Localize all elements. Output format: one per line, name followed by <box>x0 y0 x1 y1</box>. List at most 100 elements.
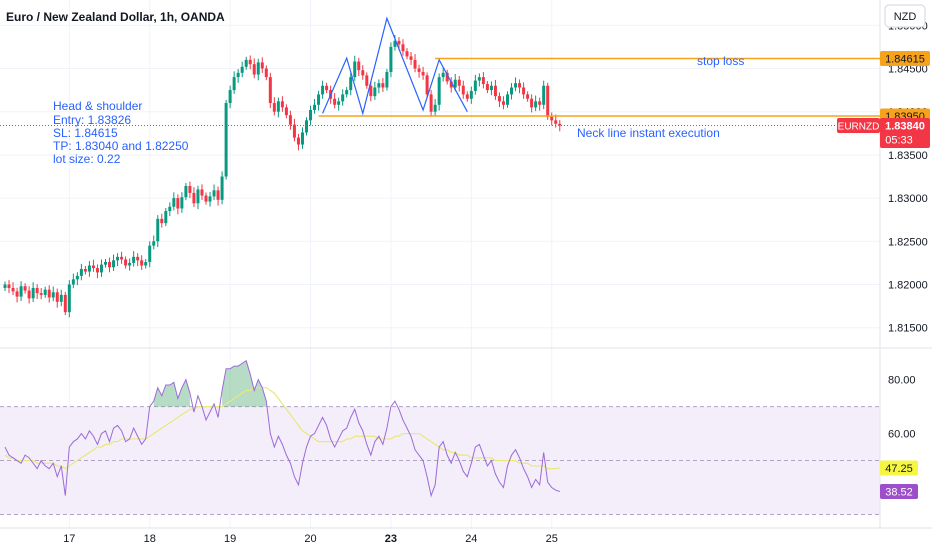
candle-body <box>43 289 47 295</box>
candle-body <box>506 94 509 105</box>
candle-body <box>71 279 75 285</box>
candle-body <box>530 98 534 108</box>
candle-body <box>461 85 465 95</box>
candle-body <box>15 291 19 297</box>
candle-body <box>276 101 280 112</box>
candle-body <box>7 284 11 288</box>
neck-line-label: Neck line instant execution <box>577 126 720 140</box>
candle-body <box>116 256 120 261</box>
candle-body <box>63 294 67 313</box>
candle-body <box>401 44 405 52</box>
candle-body <box>345 90 349 95</box>
candle-body <box>389 46 393 72</box>
svg-text:1.84615: 1.84615 <box>885 54 925 66</box>
candle-body <box>381 83 385 88</box>
candle-body <box>188 186 192 193</box>
candle-body <box>292 124 296 138</box>
candle-body <box>409 56 413 60</box>
rsi-axis[interactable]: 80.00 60.00 <box>888 375 916 441</box>
time-axis[interactable]: 17 18 19 20 23 24 25 <box>63 533 558 545</box>
stop-loss-label: stop loss <box>697 54 744 68</box>
price-tick-label: 1.84500 <box>888 63 928 75</box>
candle-body <box>75 275 79 280</box>
rsi-tick-label: 80.00 <box>888 375 916 387</box>
candle-body <box>514 83 518 88</box>
candle-body <box>437 77 441 105</box>
candle-body <box>172 198 176 207</box>
currency-button[interactable] <box>884 4 926 28</box>
candle-body <box>413 59 417 69</box>
candle-body <box>55 292 59 302</box>
svg-text:1.83840: 1.83840 <box>885 121 925 133</box>
time-tick-label: 24 <box>465 533 477 545</box>
candle-body <box>99 264 103 273</box>
candle-body <box>469 90 473 99</box>
price-tick-label: 1.83500 <box>888 150 928 162</box>
candle-body <box>465 94 469 99</box>
candle-body <box>554 120 558 124</box>
candle-body <box>236 72 240 78</box>
candle-body <box>317 94 321 105</box>
candle-body <box>325 85 329 91</box>
candle-body <box>268 77 272 104</box>
time-tick-label: 20 <box>304 533 316 545</box>
candle-body <box>449 81 453 88</box>
candle-body <box>176 198 180 209</box>
candle-body <box>385 71 389 88</box>
candle-body <box>296 137 300 145</box>
candle-body <box>361 70 365 76</box>
candle-body <box>252 64 256 75</box>
candle-body <box>349 77 353 91</box>
note-line-1: Head & shoulder <box>53 99 142 113</box>
candle-body <box>224 103 228 177</box>
candle-body <box>441 72 445 78</box>
candle-body <box>518 83 522 88</box>
candle-body <box>522 87 526 95</box>
rsi-tick-label: 60.00 <box>888 429 916 441</box>
candle-body <box>309 109 313 121</box>
candle-body <box>300 132 304 145</box>
candle-body <box>59 294 63 302</box>
note-line-4: TP: 1.83040 and 1.82250 <box>53 139 189 153</box>
candle-body <box>196 189 200 204</box>
candle-body <box>128 262 132 266</box>
candle-body <box>550 116 554 121</box>
candle-body <box>477 77 481 81</box>
time-tick-label: 23 <box>385 533 397 545</box>
candle-body <box>248 59 252 65</box>
candle-body <box>168 206 172 212</box>
candle-body <box>357 61 361 71</box>
candle-body <box>288 115 292 125</box>
price-tick-label: 1.81500 <box>888 323 928 335</box>
candle-body <box>79 268 83 276</box>
svg-text:47.25: 47.25 <box>885 463 913 475</box>
candle-body <box>264 68 268 78</box>
candle-body <box>365 75 369 86</box>
head-shoulders-pattern[interactable] <box>322 16 468 116</box>
candle-body <box>534 101 538 108</box>
candle-body <box>417 68 421 72</box>
candle-body <box>425 75 429 95</box>
candle-body <box>228 90 232 104</box>
candle-body <box>542 85 546 105</box>
candle-body <box>11 287 15 292</box>
candle-body <box>19 286 23 297</box>
candle-body <box>112 260 116 268</box>
candle-body <box>140 260 144 266</box>
candle-body <box>3 284 7 288</box>
candle-body <box>558 123 562 126</box>
price-axis[interactable]: 1.850001.845001.840001.835001.830001.825… <box>888 20 928 334</box>
candle-body <box>377 83 381 88</box>
candle-body <box>526 94 530 99</box>
candle-body <box>473 80 477 91</box>
rsi-overbought-fill <box>153 360 267 407</box>
note-line-5: lot size: 0.22 <box>53 152 121 166</box>
price-tick-label: 1.82000 <box>888 280 928 292</box>
last-price-badge: 1.83840 05:33 <box>880 118 930 149</box>
rsi-badge: 38.52 <box>880 484 918 500</box>
candle-body <box>192 192 196 204</box>
candle-body <box>493 85 497 97</box>
candle-body <box>47 289 51 298</box>
time-tick-label: 25 <box>546 533 558 545</box>
